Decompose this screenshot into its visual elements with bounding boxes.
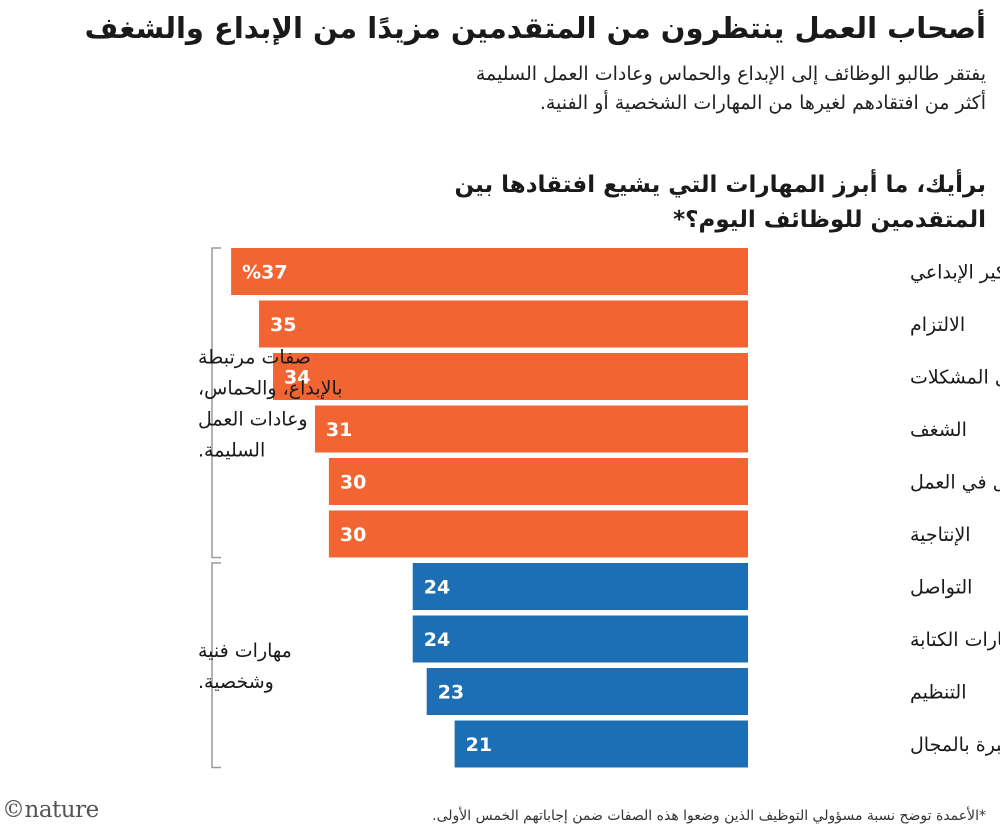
chart-title: أصحاب العمل ينتظرون من المتقدمين مزيدًا … <box>84 11 986 45</box>
nature-logo: ©nature <box>2 797 99 823</box>
group-label: بالإبداع، والحماس، <box>198 377 343 399</box>
group-label: صفات مرتبطة <box>198 346 311 368</box>
group-bracket <box>211 247 221 559</box>
bar-value-label: 23 <box>438 682 464 704</box>
group-label: السليمة. <box>198 439 265 461</box>
bar-value-label: 30 <box>340 524 366 546</box>
category-label: التنظيم <box>910 682 967 704</box>
bar <box>328 510 748 558</box>
footnote: *الأعمدة توضح نسبة مسؤولي التوظيف الذين … <box>432 808 986 824</box>
group-label: وشخصية. <box>198 671 274 693</box>
bar-value-label: 24 <box>424 629 450 651</box>
bar-value-label: %37 <box>242 262 287 284</box>
group-bracket <box>211 562 221 769</box>
group-label: وعادات العمل <box>198 408 308 430</box>
category-label: الخبرة بالمجال <box>910 734 1000 756</box>
category-label: الاستقلال في العمل <box>910 472 1000 494</box>
bar <box>231 248 749 295</box>
category-label: التفكير الإبداعي <box>910 262 1000 284</box>
bar-value-label: 34 <box>284 367 310 389</box>
bar <box>314 405 748 453</box>
bar-value-label: 30 <box>340 472 366 494</box>
bar-value-label: 31 <box>326 419 352 441</box>
category-label: الشغف <box>910 419 967 441</box>
category-label: الإنتاجية <box>910 524 971 546</box>
category-label: حل المشكلات <box>910 367 1000 389</box>
bar-value-label: 35 <box>270 314 296 336</box>
bar <box>273 353 748 400</box>
category-label: الالتزام <box>910 314 965 336</box>
bar-value-label: 21 <box>466 734 492 756</box>
group-label: مهارات فنية <box>198 640 292 662</box>
bar <box>259 300 748 348</box>
category-label: التواصل <box>910 577 972 599</box>
bar-value-label: 24 <box>424 577 450 599</box>
category-label: مهارات الكتابة <box>910 629 1000 651</box>
bar <box>328 458 748 505</box>
bar <box>412 615 748 663</box>
bar <box>426 668 748 715</box>
bar <box>454 720 748 768</box>
chart-question: برأيك، ما أبرز المهارات التي يشيع افتقاد… <box>454 172 986 233</box>
chart-subtitle: يفتقر طالبو الوظائف إلى الإبداع والحماس … <box>475 63 986 114</box>
bar <box>412 563 748 610</box>
